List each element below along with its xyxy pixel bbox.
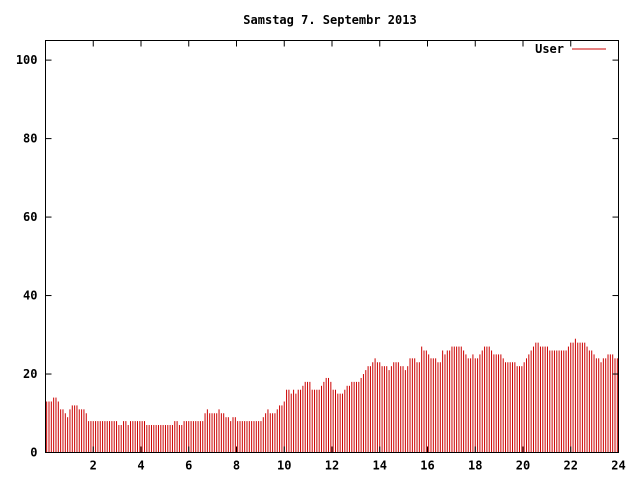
y-tick-label: 60 (23, 210, 37, 224)
x-tick-label: 20 (516, 459, 530, 473)
plot-frame (45, 40, 619, 453)
x-tick-label: 8 (233, 459, 240, 473)
x-tick-label: 14 (373, 459, 387, 473)
legend: User (535, 42, 606, 56)
bars-group (46, 338, 618, 453)
y-tick-label: 40 (23, 289, 37, 303)
legend-label: User (535, 42, 564, 56)
x-tick-label: 18 (468, 459, 482, 473)
x-tick-label: 24 (611, 459, 625, 473)
x-tick-label: 16 (420, 459, 434, 473)
x-tick-label: 4 (137, 459, 144, 473)
y-tick-label: 80 (23, 132, 37, 146)
x-tick-label: 22 (564, 459, 578, 473)
x-tick-label: 10 (277, 459, 291, 473)
x-axis: 2 4 6 8 10 12 14 16 18 20 22 24 (90, 40, 626, 473)
y-tick-label: 0 (30, 446, 37, 460)
chart-title: Samstag 7. Septembr 2013 (243, 13, 416, 27)
x-tick-label: 12 (325, 459, 339, 473)
x-tick-label: 2 (90, 459, 97, 473)
y-axis: 0 20 40 60 80 100 (16, 53, 619, 460)
x-tick-label: 6 (185, 459, 192, 473)
y-tick-label: 100 (16, 53, 38, 67)
y-tick-label: 20 (23, 367, 37, 381)
